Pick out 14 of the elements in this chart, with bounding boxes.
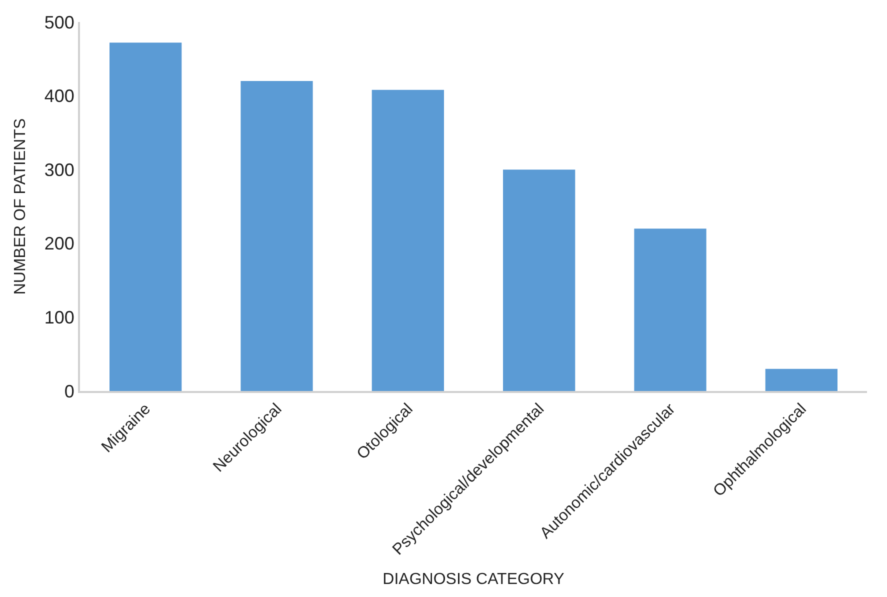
bar [503,170,576,391]
x-axis-title: DIAGNOSIS CATEGORY [382,570,565,588]
y-tick-label: 300 [44,160,74,180]
y-tick-label: 100 [44,308,74,328]
bar [110,42,182,391]
bar [765,368,838,391]
y-tick-label: 200 [44,234,74,254]
bar [240,81,313,391]
y-tick-label: 400 [44,86,74,106]
bar [634,228,706,391]
y-tick-label: 500 [44,12,74,32]
y-tick-label: 0 [64,381,74,402]
bar [372,90,444,391]
y-axis-title: NUMBER OF PATIENTS [12,118,29,295]
